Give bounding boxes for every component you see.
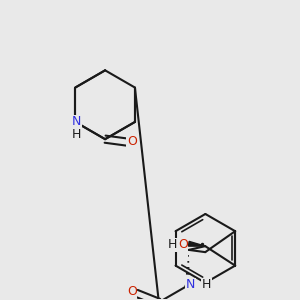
Text: N: N <box>72 116 82 128</box>
Text: H: H <box>72 128 82 141</box>
Text: N: N <box>186 278 195 291</box>
Text: O: O <box>127 135 137 148</box>
Polygon shape <box>188 242 205 246</box>
Text: H: H <box>202 278 212 291</box>
Text: O: O <box>178 238 188 251</box>
Text: O: O <box>127 285 137 298</box>
Text: H: H <box>168 238 177 251</box>
